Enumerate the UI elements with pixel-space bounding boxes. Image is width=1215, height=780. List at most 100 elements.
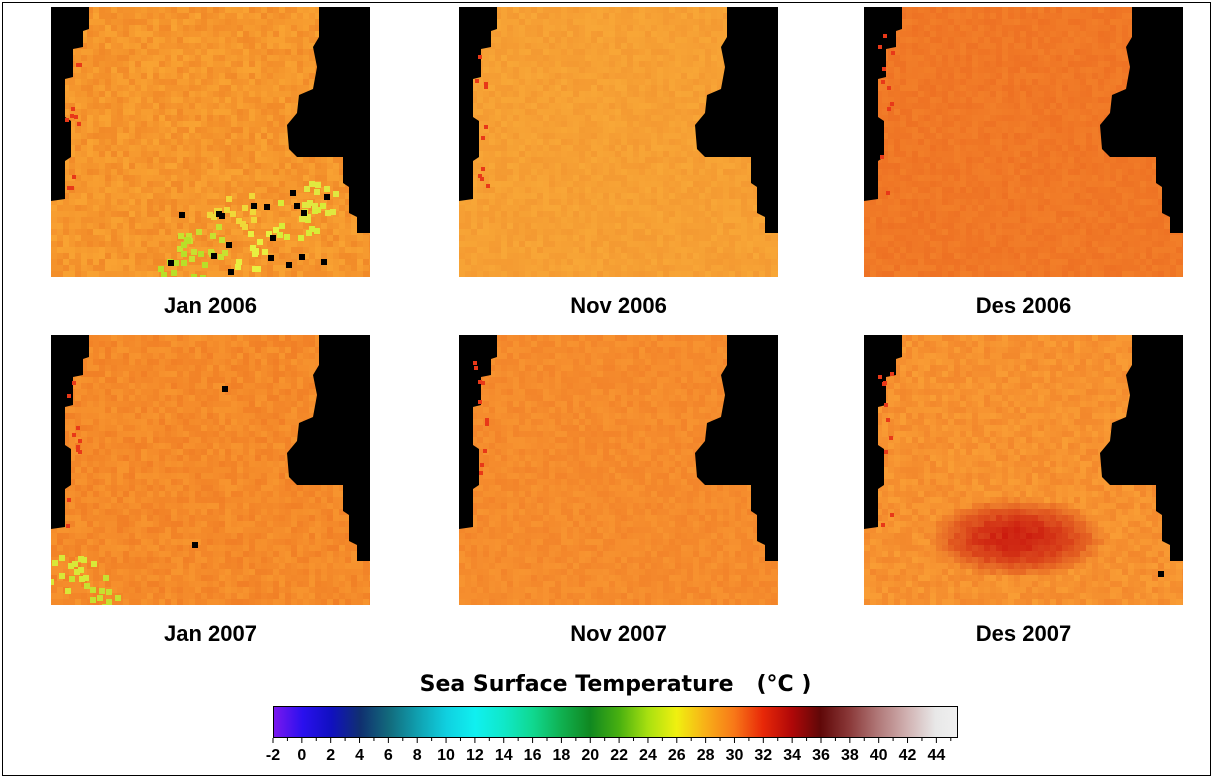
west-coast-land bbox=[51, 335, 89, 529]
sst-anomaly-pixel bbox=[324, 186, 330, 192]
sst-anomaly-pixel bbox=[222, 250, 228, 256]
coastal-pixel bbox=[881, 80, 885, 84]
colorbar-tick-label: 40 bbox=[870, 747, 888, 764]
map-caption: Des 2007 bbox=[975, 621, 1072, 646]
coastal-pixel bbox=[70, 114, 74, 118]
sst-pixel-grid bbox=[864, 7, 1183, 277]
colorbar-tick-label: 32 bbox=[754, 747, 772, 764]
coastal-pixel bbox=[878, 45, 882, 49]
colorbar-tick-label: -2 bbox=[266, 747, 280, 764]
coastal-pixel bbox=[481, 167, 485, 171]
sst-anomaly-pixel bbox=[330, 209, 336, 215]
sst-anomaly-pixel bbox=[74, 569, 80, 575]
colorbar-tick-label: 14 bbox=[495, 747, 513, 764]
coastal-pixel bbox=[78, 439, 82, 443]
colorbar-tick-label: 6 bbox=[384, 747, 393, 764]
coastal-pixel bbox=[890, 513, 894, 517]
coastal-pixel bbox=[72, 381, 76, 385]
no-data-pixel bbox=[228, 269, 234, 275]
sst-anomaly-pixel bbox=[273, 227, 279, 233]
sst-anomaly-pixel bbox=[90, 587, 96, 593]
sst-map-jan-2006 bbox=[51, 7, 370, 277]
sst-anomaly-pixel bbox=[59, 573, 65, 579]
colorbar-tick-label: 36 bbox=[812, 747, 830, 764]
coastal-pixel bbox=[76, 445, 80, 449]
coastal-pixel bbox=[74, 115, 78, 119]
sst-anomaly-pixel bbox=[83, 575, 89, 581]
no-data-pixel bbox=[268, 255, 274, 261]
coastal-pixel bbox=[886, 418, 890, 422]
east-coast-land bbox=[287, 7, 370, 233]
coastal-pixel bbox=[65, 118, 69, 122]
no-data-pixel bbox=[219, 213, 225, 219]
sst-map-svg bbox=[51, 335, 370, 605]
sst-anomaly-pixel bbox=[314, 228, 320, 234]
sst-anomaly-pixel bbox=[103, 575, 109, 581]
sst-anomaly-pixel bbox=[51, 579, 54, 585]
sst-anomaly-pixel bbox=[173, 260, 179, 266]
colorbar-tick-label: 20 bbox=[581, 747, 599, 764]
sst-anomaly-pixel bbox=[99, 588, 105, 594]
sst-anomaly-pixel bbox=[242, 224, 248, 230]
sst-map-des-2007 bbox=[864, 335, 1183, 605]
sst-anomaly-pixel bbox=[304, 186, 310, 192]
sst-anomaly-pixel bbox=[210, 233, 216, 239]
no-data-pixel bbox=[192, 542, 198, 548]
map-caption: Jan 2007 bbox=[164, 621, 257, 646]
coastal-pixel bbox=[474, 366, 478, 370]
coastal-pixel bbox=[70, 186, 74, 190]
coastal-pixel bbox=[71, 107, 75, 111]
east-coast-land bbox=[287, 335, 370, 561]
no-data-pixel bbox=[290, 190, 296, 196]
sst-anomaly-pixel bbox=[218, 254, 224, 260]
sst-anomaly-pixel bbox=[309, 226, 315, 232]
sst-map-svg bbox=[51, 7, 370, 277]
map-caption: Jan 2006 bbox=[164, 293, 257, 318]
sst-anomaly-pixel bbox=[305, 214, 311, 220]
sst-anomaly-pixel bbox=[189, 256, 195, 262]
coastal-pixel bbox=[483, 449, 487, 453]
colorbar-tick-label: 0 bbox=[297, 747, 306, 764]
coastal-pixel bbox=[882, 382, 886, 386]
no-data-pixel bbox=[294, 203, 300, 209]
no-data-pixel bbox=[226, 242, 232, 248]
sst-anomaly-pixel bbox=[298, 235, 304, 241]
sst-anomaly-pixel bbox=[251, 217, 257, 223]
map-caption: Nov 2006 bbox=[570, 293, 667, 318]
coastal-pixel bbox=[77, 122, 81, 126]
coastal-pixel bbox=[67, 186, 71, 190]
coastal-pixel bbox=[486, 184, 490, 188]
colorbar-tick-label: 44 bbox=[927, 747, 945, 764]
sst-anomaly-pixel bbox=[59, 555, 65, 561]
sst-anomaly-pixel bbox=[325, 210, 331, 216]
sst-anomaly-pixel bbox=[181, 251, 187, 257]
map-caption: Nov 2007 bbox=[570, 621, 667, 646]
sst-map-svg bbox=[459, 7, 778, 277]
sst-map-svg bbox=[459, 335, 778, 605]
sst-map-nov-2006 bbox=[459, 7, 778, 277]
coastal-pixel bbox=[884, 403, 888, 407]
sst-anomaly-pixel bbox=[236, 218, 242, 224]
west-coast-land bbox=[864, 335, 902, 529]
east-coast-land bbox=[695, 335, 778, 561]
coastal-pixel bbox=[480, 463, 484, 467]
coastal-pixel bbox=[478, 174, 482, 178]
sst-anomaly-pixel bbox=[68, 563, 74, 569]
coastal-pixel bbox=[480, 177, 484, 181]
sst-anomaly-pixel bbox=[224, 207, 230, 213]
east-coast-land bbox=[1100, 7, 1183, 233]
sst-anomaly-pixel bbox=[230, 211, 236, 217]
coastal-pixel bbox=[76, 426, 80, 430]
sst-anomaly-pixel bbox=[235, 264, 241, 270]
sst-anomaly-pixel bbox=[266, 231, 272, 237]
coastal-pixel bbox=[78, 63, 82, 67]
sst-anomaly-pixel bbox=[78, 567, 84, 573]
coastal-pixel bbox=[76, 448, 80, 452]
sst-anomaly-pixel bbox=[200, 275, 206, 277]
sst-anomaly-pixel bbox=[236, 259, 242, 265]
coastal-pixel bbox=[67, 394, 71, 398]
sst-anomaly-pixel bbox=[102, 604, 108, 605]
no-data-pixel bbox=[324, 194, 330, 200]
sst-anomaly-pixel bbox=[186, 233, 192, 239]
